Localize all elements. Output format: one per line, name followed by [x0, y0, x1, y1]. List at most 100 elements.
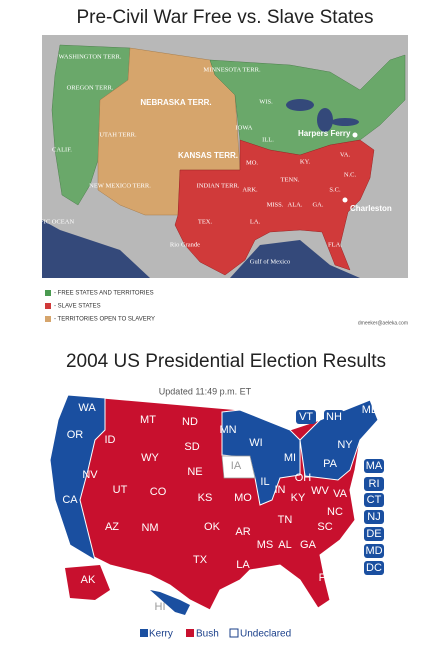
city-label: Charleston	[350, 204, 392, 213]
hawaii	[150, 590, 190, 615]
lake	[286, 99, 314, 111]
state-label: AL	[278, 539, 291, 551]
region-label: MISS.	[267, 201, 284, 208]
region-label: WASHINGTON TERR.	[59, 53, 122, 60]
state-label: MI	[284, 452, 296, 464]
state-label: AR	[235, 526, 250, 538]
state-box	[364, 527, 384, 541]
state-label: WI	[249, 437, 262, 449]
region-label: NEW MEXICO TERR.	[89, 182, 151, 189]
map-title: 2004 US Presidential Election Results	[66, 351, 386, 372]
slave-states	[174, 139, 375, 276]
region-label: VA.	[340, 151, 351, 158]
legend-swatch	[140, 629, 148, 637]
region-label: ARK.	[242, 186, 258, 193]
state-box	[364, 477, 384, 491]
state-label: MO	[234, 492, 252, 504]
city-dot	[342, 197, 348, 203]
region-label: IOWA	[236, 124, 253, 131]
map-title: Pre-Civil War Free vs. Slave States	[76, 7, 373, 28]
state-label: NH	[326, 411, 342, 423]
region-label: Gulf of Mexico	[250, 258, 290, 265]
region-label: KANSAS TERR.	[178, 151, 238, 160]
region-label: TEX.	[198, 218, 213, 225]
region-label: PACIFIC OCEAN	[26, 218, 75, 225]
state-label: MD	[365, 545, 382, 557]
state-label: ND	[182, 416, 198, 428]
city-label: Harpers Ferry	[298, 129, 351, 138]
region-label: MO.	[246, 159, 258, 166]
state-label: NE	[187, 466, 202, 478]
legend-label: Undeclared	[240, 629, 291, 640]
state-label: VT	[299, 411, 313, 423]
state-label: SD	[184, 441, 199, 453]
region-label: Rio Grande	[170, 241, 200, 248]
state-label: NV	[82, 469, 98, 481]
state-box	[364, 510, 384, 524]
kerry-west	[49, 394, 106, 562]
state-label: NY	[337, 439, 353, 451]
region-label: ILL.	[262, 136, 274, 143]
legend-swatch	[186, 629, 194, 637]
state-label: IA	[231, 460, 242, 472]
legend-swatch	[45, 303, 51, 309]
state-label: TN	[278, 514, 293, 526]
region-label: FLA.	[328, 241, 342, 248]
state-label: MS	[257, 539, 274, 551]
state-label: VA	[333, 488, 348, 500]
state-label: MT	[140, 414, 156, 426]
state-label: PA	[323, 458, 338, 470]
legend-label: - TERRITORIES OPEN TO SLAVERY	[54, 317, 155, 323]
state-label: ID	[105, 434, 116, 446]
state-label: CA	[62, 494, 78, 506]
credit: dmeeker@aeleka.com	[358, 320, 408, 326]
state-label: CT	[367, 494, 382, 506]
state-label: KS	[198, 492, 213, 504]
state-label: NM	[141, 522, 158, 534]
state-label: KY	[291, 492, 306, 504]
state-label: CO	[150, 486, 167, 498]
state-label: WY	[141, 452, 159, 464]
state-label: AZ	[105, 521, 119, 533]
state-label: ME	[362, 404, 379, 416]
region-label: S.C.	[329, 186, 341, 193]
state-label: OK	[204, 521, 221, 533]
legend-label: Bush	[196, 629, 219, 640]
lake	[317, 108, 333, 132]
legend-swatch	[229, 628, 239, 638]
state-label: RI	[369, 478, 380, 490]
region-label: INDIAN TERR.	[197, 182, 240, 189]
region-label: ALA.	[288, 201, 303, 208]
state-label: UT	[113, 484, 128, 496]
legend-label: Kerry	[149, 629, 173, 640]
state-label: OR	[67, 429, 84, 441]
state-label: DC	[366, 562, 382, 574]
state-label: WV	[311, 485, 329, 497]
legend-swatch	[45, 316, 51, 322]
legend-label: - SLAVE STATES	[54, 304, 101, 310]
state-label: TX	[193, 554, 208, 566]
city-dot	[352, 132, 358, 138]
region-label: TENN.	[281, 176, 300, 183]
undeclared-state	[221, 455, 256, 479]
state-label: AK	[81, 574, 96, 586]
state-box	[364, 544, 384, 558]
state-box	[324, 410, 344, 424]
state-label: IN	[275, 484, 286, 496]
state-label: SC	[317, 521, 332, 533]
region-label: OREGON TERR.	[67, 84, 114, 91]
state-label: FL	[319, 572, 332, 584]
state-box	[296, 410, 316, 424]
alaska	[65, 565, 110, 600]
updated: Updated 11:49 p.m. ET	[159, 386, 252, 396]
state-box	[364, 459, 384, 473]
region-label: LA.	[250, 218, 261, 225]
legend-label: - FREE STATES AND TERRITORIES	[54, 291, 154, 297]
state-label: LA	[236, 559, 250, 571]
region-label: GA.	[312, 201, 323, 208]
state-label: HI	[155, 601, 166, 613]
state-box	[364, 561, 384, 575]
state-label: WA	[78, 402, 96, 414]
region-label: UTAH TERR.	[99, 131, 137, 138]
